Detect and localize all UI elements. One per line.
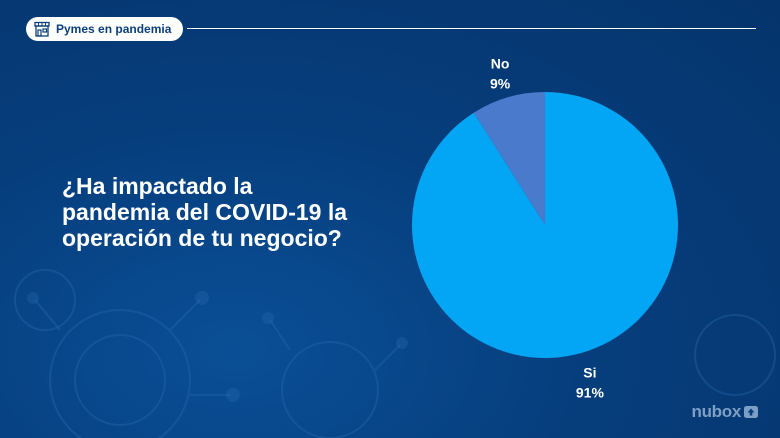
pie-slice-no — [473, 92, 545, 225]
pie-slice-si — [412, 92, 678, 358]
pie-value-no: 9% — [490, 75, 511, 91]
brand-logo: nubox — [691, 402, 758, 422]
pie-value-si: 91% — [576, 385, 605, 401]
storefront-icon — [34, 21, 50, 37]
category-tag: Pymes en pandemia — [26, 17, 184, 41]
cloud-upload-icon — [744, 406, 758, 418]
brand-name: nubox — [691, 402, 742, 421]
header-divider — [187, 28, 756, 29]
pie-label-si: Si — [583, 365, 596, 381]
pie-label-no: No — [491, 55, 510, 71]
category-tag-label: Pymes en pandemia — [56, 22, 172, 36]
pie-chart: No 9% Si 91% — [412, 55, 678, 401]
survey-question: ¿Ha impactado la pandemia del COVID-19 l… — [62, 173, 348, 251]
